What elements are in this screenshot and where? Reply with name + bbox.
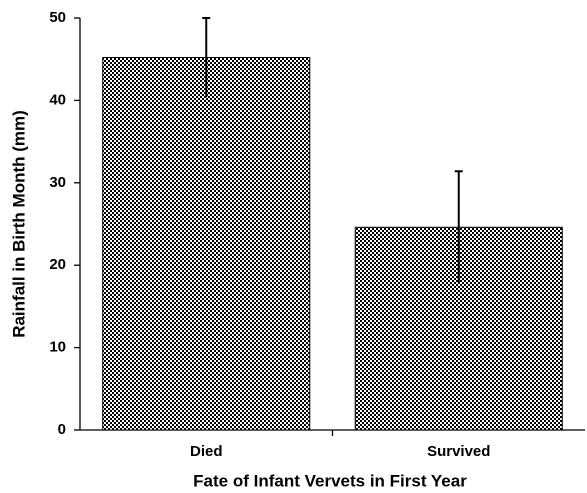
y-tick-label: 50: [49, 9, 66, 26]
bar: [102, 57, 311, 431]
x-tick-label: Survived: [427, 443, 490, 460]
x-axis-label: Fate of Infant Vervets in First Year: [193, 471, 467, 490]
y-tick-label: 30: [49, 174, 66, 191]
y-axis-label: Rainfall in Birth Month (mm): [9, 110, 28, 338]
x-tick-label: Died: [190, 443, 223, 460]
y-tick-label: 0: [58, 421, 66, 438]
y-tick-label: 10: [49, 339, 66, 356]
y-tick-label: 40: [49, 91, 66, 108]
y-tick-label: 20: [49, 256, 66, 273]
